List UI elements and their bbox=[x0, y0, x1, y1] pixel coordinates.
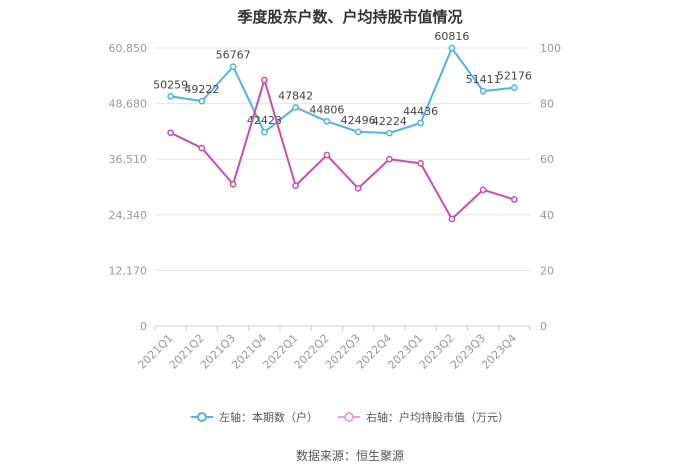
legend-label-avg-value: 右轴：户均持股市值（万元） bbox=[366, 411, 509, 424]
data-label-households: 44806 bbox=[309, 103, 344, 116]
data-point-avg-value bbox=[198, 144, 206, 152]
data-label-households: 49222 bbox=[184, 83, 219, 96]
series-line-households bbox=[170, 47, 515, 135]
legend-label-households: 左轴：本期数（户） bbox=[219, 411, 318, 424]
data-point-households bbox=[417, 119, 424, 127]
data-point-households bbox=[448, 44, 456, 52]
data-point-households bbox=[479, 87, 487, 95]
data-point-households bbox=[229, 63, 237, 71]
data-point-avg-value bbox=[229, 180, 237, 188]
x-axis-category-label: 2023Q4 bbox=[479, 332, 519, 372]
data-point-avg-value bbox=[323, 151, 331, 159]
data-point-households bbox=[261, 128, 268, 136]
left-axis-tick-label: 36,510 bbox=[109, 153, 148, 166]
data-label-households: 50259 bbox=[153, 78, 188, 91]
data-point-households bbox=[167, 93, 174, 100]
data-point-avg-value bbox=[261, 76, 268, 84]
data-point-households bbox=[198, 97, 206, 105]
data-point-households bbox=[511, 84, 518, 91]
data-label-households: 56767 bbox=[216, 49, 251, 62]
data-point-households bbox=[386, 129, 393, 137]
data-label-households: 42496 bbox=[341, 114, 376, 127]
data-point-avg-value bbox=[417, 160, 424, 167]
data-label-households: 42423 bbox=[247, 114, 282, 127]
data-point-avg-value bbox=[386, 155, 393, 163]
legend: 左轴：本期数（户） 右轴：户均持股市值（万元） bbox=[0, 409, 700, 425]
left-axis-tick-label: 0 bbox=[140, 320, 147, 333]
series-line-avg-value bbox=[170, 78, 515, 220]
legend-swatch-avg-value bbox=[338, 412, 360, 422]
legend-item-avg-value[interactable]: 右轴：户均持股市值（万元） bbox=[338, 409, 509, 425]
legend-swatch-households bbox=[191, 412, 213, 422]
left-axis-tick-label: 12,170 bbox=[109, 264, 148, 277]
left-axis-tick-label: 48,680 bbox=[109, 98, 148, 111]
left-axis-tick-label: 60,850 bbox=[109, 42, 148, 55]
data-label-households: 42224 bbox=[372, 115, 407, 128]
data-label-households: 60816 bbox=[434, 30, 469, 43]
data-point-households bbox=[292, 104, 299, 111]
data-point-avg-value bbox=[511, 196, 518, 203]
data-label-households: 51411 bbox=[466, 73, 501, 86]
right-axis-tick-label: 40 bbox=[540, 209, 554, 222]
data-point-avg-value bbox=[167, 129, 174, 137]
right-axis-tick-label: 60 bbox=[540, 153, 554, 166]
legend-item-households[interactable]: 左轴：本期数（户） bbox=[191, 409, 318, 425]
data-point-avg-value bbox=[354, 185, 362, 192]
data-point-households bbox=[323, 117, 331, 125]
source-note: 数据来源：恒生聚源 bbox=[295, 449, 404, 463]
data-label-households: 44436 bbox=[403, 105, 438, 118]
data-label-households: 47842 bbox=[278, 89, 313, 102]
data-point-households bbox=[354, 128, 362, 136]
data-point-avg-value bbox=[448, 215, 456, 223]
right-axis-tick-label: 80 bbox=[540, 98, 554, 111]
right-axis-tick-label: 100 bbox=[540, 42, 561, 55]
data-label-households: 52176 bbox=[497, 70, 532, 83]
chart-title: 季度股东户数、户均持股市值情况 bbox=[237, 8, 463, 26]
data-point-avg-value bbox=[292, 182, 299, 189]
right-axis-tick-label: 20 bbox=[540, 264, 554, 277]
right-axis-tick-label: 0 bbox=[540, 320, 547, 333]
left-axis-tick-label: 24,340 bbox=[109, 209, 148, 222]
data-point-avg-value bbox=[479, 186, 487, 194]
